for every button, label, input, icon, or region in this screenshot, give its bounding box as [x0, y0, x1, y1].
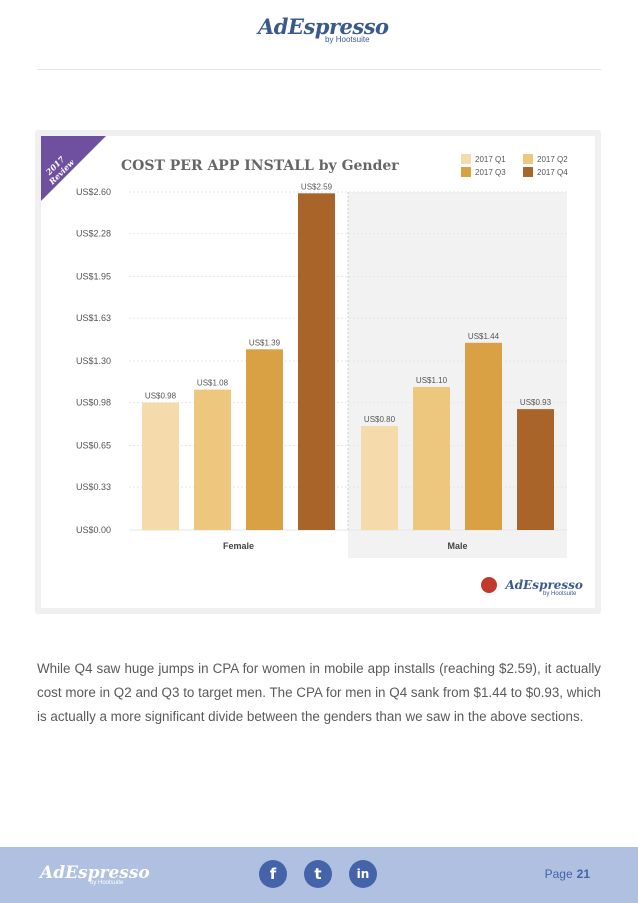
bar-value-label: US$0.93 [520, 398, 552, 407]
facebook-icon[interactable]: f [259, 860, 287, 888]
y-tick-label: US$2.60 [76, 187, 111, 197]
chart-watermark-logo: AdEspresso by Hootsuite [481, 576, 583, 597]
bar [194, 389, 231, 530]
x-category-label: Female [223, 541, 254, 551]
legend-item-q4: 2017 Q4 [523, 167, 568, 177]
legend-swatch-q4 [523, 167, 533, 177]
page-header: AdEspresso by Hootsuite [0, 0, 638, 70]
legend-label-q2: 2017 Q2 [537, 154, 568, 164]
y-tick-label: US$2.28 [76, 229, 111, 239]
bar-chart-svg: US$0.00 US$0.33 US$0.65 US$0.98 US$1.30 US$1.… [76, 182, 567, 558]
bar [465, 342, 502, 530]
logo-text: AdEspresso [258, 14, 389, 39]
chart-card: 2017 Review COST PER APP INSTALL by Gend… [35, 130, 601, 614]
bar-value-label: US$0.80 [364, 415, 396, 424]
legend-swatch-q3 [461, 167, 471, 177]
bar [246, 349, 283, 530]
bar-value-label: US$1.44 [468, 332, 500, 341]
legend-item-q1: 2017 Q1 [461, 154, 506, 164]
page-footer: AdEspresso by Hootsuite f t in Page 21 [0, 847, 638, 903]
twitter-icon[interactable]: t [304, 860, 332, 888]
page-label: Page [544, 867, 573, 881]
bar-value-label: US$1.08 [197, 379, 229, 388]
mascot-icon [481, 576, 497, 593]
legend-item-q3: 2017 Q3 [461, 167, 506, 177]
review-ribbon: 2017 Review [41, 136, 111, 206]
y-tick-label: US$1.30 [76, 356, 111, 366]
y-tick-label: US$1.63 [76, 313, 111, 323]
bar-value-label: US$2.59 [301, 182, 333, 191]
y-tick-label: US$0.33 [76, 482, 111, 492]
page-number: Page 21 [545, 867, 590, 881]
chart-title: COST PER APP INSTALL by Gender [121, 158, 399, 174]
chart-logo-byline: by Hootsuite [543, 591, 577, 597]
bar [413, 387, 450, 530]
legend-swatch-q2 [523, 154, 533, 164]
page-number-value: 21 [576, 867, 590, 881]
bar-value-label: US$1.10 [416, 376, 448, 385]
bar-value-label: US$0.98 [145, 392, 177, 401]
y-tick-label: US$0.65 [76, 441, 111, 451]
footer-logo-text: AdEspresso [40, 863, 150, 883]
y-tick-label: US$0.98 [76, 398, 111, 408]
footer-logo-byline: by Hootsuite [90, 880, 124, 886]
legend-swatch-q1 [461, 154, 471, 164]
header-divider [37, 69, 601, 70]
y-tick-label: US$0.00 [76, 525, 111, 535]
y-tick-label: US$1.95 [76, 272, 111, 282]
logo-byline: by Hootsuite [325, 35, 370, 44]
chart-panel: 2017 Review COST PER APP INSTALL by Gend… [41, 136, 595, 608]
legend-label-q1: 2017 Q1 [475, 154, 506, 164]
footer-logo[interactable]: AdEspresso by Hootsuite [40, 863, 150, 886]
body-paragraph: While Q4 saw huge jumps in CPA for women… [37, 661, 601, 724]
x-category-label: Male [447, 541, 467, 551]
legend-label-q3: 2017 Q3 [475, 167, 506, 177]
legend-item-q2: 2017 Q2 [523, 154, 568, 164]
adespresso-logo[interactable]: AdEspresso by Hootsuite [258, 14, 389, 44]
chart-logo-text: AdEspresso [505, 577, 583, 592]
legend-label-q4: 2017 Q4 [537, 167, 568, 177]
bar [142, 402, 179, 530]
bar [298, 193, 335, 531]
bar [361, 426, 398, 530]
ribbon-shape [41, 136, 106, 201]
bar-value-label: US$1.39 [249, 338, 281, 347]
bar [517, 409, 554, 530]
linkedin-icon[interactable]: in [349, 860, 377, 888]
